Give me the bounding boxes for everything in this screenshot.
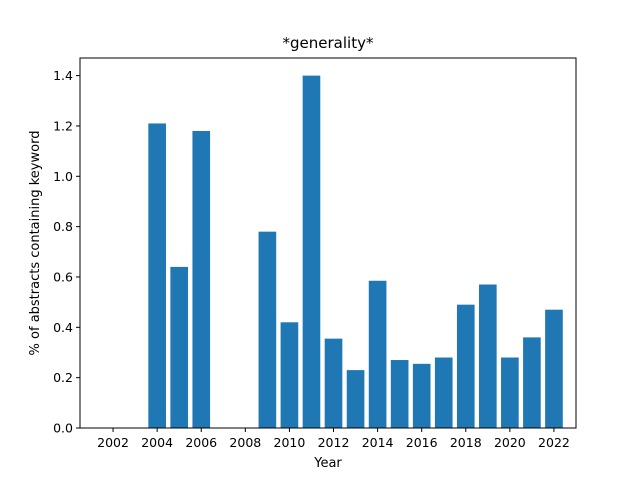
y-tick-label: 0.8 [53, 219, 73, 234]
bar-2015 [390, 360, 409, 428]
bar-2016 [412, 363, 431, 428]
bar-2014 [368, 280, 387, 428]
plot-frame [79, 57, 577, 429]
bar-2010 [280, 322, 299, 428]
x-tick-label: 2004 [141, 435, 173, 450]
y-tick-label: 1.0 [53, 169, 73, 184]
y-tick-label: 0.2 [53, 370, 73, 385]
bars-group [148, 75, 563, 429]
bar-2004 [148, 123, 166, 428]
x-tick-label: 2010 [274, 435, 306, 450]
x-axis-label: Year [313, 456, 342, 471]
y-tick-label: 1.2 [53, 118, 73, 133]
y-axis-label: % of abstracts containing keyword [28, 131, 43, 356]
chart-title: *generality* [283, 34, 374, 52]
bar-2011 [302, 75, 321, 429]
y-tick-label: 0.6 [53, 269, 73, 284]
x-tick-label: 2020 [494, 435, 526, 450]
x-tick-label: 2006 [185, 435, 217, 450]
x-axis-ticks: 2002 2004 2006 2008 2010 2012 2014 2016 2018 2020… [97, 428, 570, 450]
bar-2009 [258, 231, 277, 428]
x-tick-label: 2002 [97, 435, 129, 450]
bar-2012 [324, 338, 343, 428]
bar-2013 [346, 370, 365, 428]
bar-2022 [545, 309, 563, 428]
bar-2019 [479, 284, 497, 428]
y-tick-label: 0.4 [53, 320, 73, 335]
x-tick-label: 2008 [229, 435, 261, 450]
x-tick-label: 2014 [362, 435, 394, 450]
x-tick-label: 2016 [406, 435, 438, 450]
x-tick-label: 2022 [538, 435, 570, 450]
bar-2005 [170, 266, 189, 428]
bar-2018 [456, 304, 475, 428]
x-tick-label: 2018 [450, 435, 482, 450]
y-axis-ticks: 0.0 0.2 0.4 0.6 0.8 1.0 1.2 1.4 [53, 68, 80, 436]
x-tick-label: 2012 [318, 435, 350, 450]
y-tick-label: 1.4 [53, 68, 73, 83]
bar-2020 [501, 357, 519, 428]
bar-2017 [434, 357, 453, 428]
bar-2021 [523, 337, 541, 428]
bar-2006 [192, 130, 211, 429]
y-tick-label: 0.0 [53, 421, 73, 436]
